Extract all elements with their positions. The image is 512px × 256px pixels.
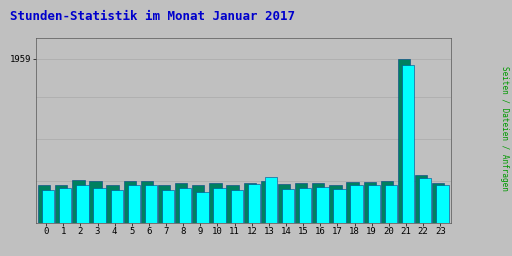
Bar: [364, 182, 376, 223]
Bar: [295, 183, 307, 223]
Bar: [214, 188, 226, 223]
Bar: [123, 181, 136, 223]
Bar: [226, 185, 239, 223]
Bar: [415, 175, 427, 223]
Bar: [419, 178, 432, 223]
Bar: [145, 185, 157, 223]
Bar: [346, 182, 359, 223]
Bar: [162, 190, 174, 223]
Bar: [380, 181, 393, 223]
Bar: [89, 181, 102, 223]
Text: Stunden-Statistik im Monat Januar 2017: Stunden-Statistik im Monat Januar 2017: [10, 10, 295, 23]
Bar: [111, 190, 123, 223]
Bar: [196, 192, 208, 223]
Bar: [230, 190, 243, 223]
Bar: [72, 180, 84, 223]
Bar: [141, 181, 153, 223]
Bar: [59, 188, 72, 223]
Bar: [316, 187, 329, 223]
Bar: [55, 185, 68, 223]
Bar: [38, 185, 50, 223]
Bar: [127, 185, 140, 223]
Text: Seiten / Dateien / Anfragen: Seiten / Dateien / Anfragen: [500, 66, 509, 190]
Bar: [76, 185, 89, 223]
Bar: [265, 177, 277, 223]
Bar: [398, 59, 410, 223]
Bar: [402, 65, 414, 223]
Bar: [333, 189, 346, 223]
Bar: [158, 185, 170, 223]
Bar: [209, 183, 222, 223]
Bar: [106, 185, 119, 223]
Bar: [282, 189, 294, 223]
Bar: [368, 185, 380, 223]
Bar: [93, 188, 106, 223]
Bar: [278, 184, 290, 223]
Bar: [175, 183, 187, 223]
Bar: [261, 181, 273, 223]
Bar: [436, 185, 449, 223]
Bar: [385, 185, 397, 223]
Bar: [351, 185, 363, 223]
Bar: [299, 188, 311, 223]
Bar: [244, 183, 256, 223]
Bar: [192, 185, 204, 223]
Bar: [248, 184, 260, 223]
Bar: [179, 188, 191, 223]
Bar: [42, 190, 54, 223]
Bar: [329, 185, 342, 223]
Bar: [312, 183, 325, 223]
Bar: [432, 183, 444, 223]
